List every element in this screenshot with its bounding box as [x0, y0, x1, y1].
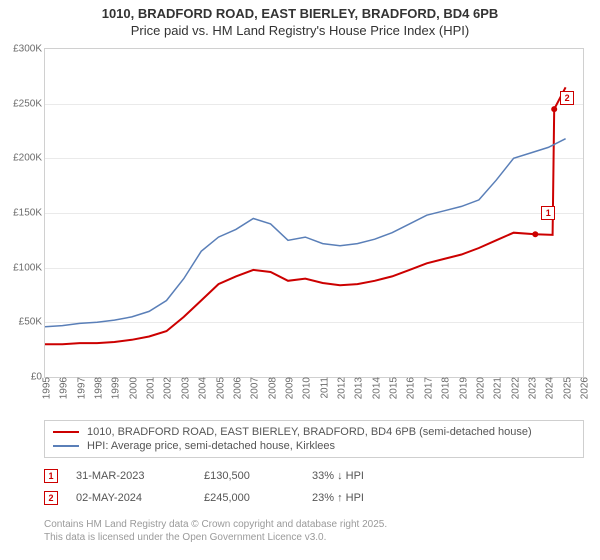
legend-label: HPI: Average price, semi-detached house,…	[87, 440, 335, 452]
x-axis-label: 2017	[419, 377, 434, 399]
row-price: £245,000	[204, 492, 294, 504]
x-axis-label: 2007	[246, 377, 261, 399]
x-axis-label: 1995	[38, 377, 53, 399]
x-axis-label: 2009	[280, 377, 295, 399]
legend-label: 1010, BRADFORD ROAD, EAST BIERLEY, BRADF…	[87, 426, 532, 438]
legend: 1010, BRADFORD ROAD, EAST BIERLEY, BRADF…	[44, 420, 584, 458]
row-date: 02-MAY-2024	[76, 492, 186, 504]
x-axis-label: 2019	[454, 377, 469, 399]
x-axis-label: 2014	[367, 377, 382, 399]
x-axis-label: 2004	[194, 377, 209, 399]
x-axis-label: 2006	[228, 377, 243, 399]
table-row: 2 02-MAY-2024 £245,000 23% ↑ HPI	[44, 487, 584, 509]
x-axis-label: 2025	[558, 377, 573, 399]
footer-line-1: Contains HM Land Registry data © Crown c…	[44, 518, 584, 531]
x-axis-label: 2021	[489, 377, 504, 399]
chart-title-block: 1010, BRADFORD ROAD, EAST BIERLEY, BRADF…	[0, 0, 600, 40]
y-axis-label: £100K	[13, 262, 45, 273]
y-axis-label: £250K	[13, 98, 45, 109]
x-axis-label: 2012	[333, 377, 348, 399]
x-axis-label: 2002	[159, 377, 174, 399]
footer: Contains HM Land Registry data © Crown c…	[44, 518, 584, 544]
sale-point-icon	[551, 106, 557, 112]
y-axis-label: £150K	[13, 208, 45, 219]
row-delta: 23% ↑ HPI	[312, 492, 392, 504]
y-axis-label: £200K	[13, 153, 45, 164]
row-marker-icon: 1	[44, 469, 58, 483]
row-price: £130,500	[204, 470, 294, 482]
y-axis-label: £50K	[19, 317, 45, 328]
title-line-2: Price paid vs. HM Land Registry's House …	[10, 23, 590, 38]
row-marker-icon: 2	[44, 491, 58, 505]
y-axis-label: £300K	[13, 44, 45, 55]
x-axis-label: 1999	[107, 377, 122, 399]
title-line-1: 1010, BRADFORD ROAD, EAST BIERLEY, BRADF…	[10, 6, 590, 21]
x-axis-label: 1996	[55, 377, 70, 399]
sale-point-icon	[532, 231, 538, 237]
x-axis-label: 2026	[576, 377, 591, 399]
x-axis-label: 2022	[506, 377, 521, 399]
x-axis-label: 2016	[402, 377, 417, 399]
legend-item: HPI: Average price, semi-detached house,…	[53, 439, 575, 453]
legend-swatch-icon	[53, 445, 79, 447]
x-axis-label: 2015	[385, 377, 400, 399]
table-row: 1 31-MAR-2023 £130,500 33% ↓ HPI	[44, 465, 584, 487]
x-axis-label: 2003	[176, 377, 191, 399]
footer-line-2: This data is licensed under the Open Gov…	[44, 531, 584, 544]
x-axis-label: 1997	[72, 377, 87, 399]
row-date: 31-MAR-2023	[76, 470, 186, 482]
x-axis-label: 2018	[437, 377, 452, 399]
x-axis-label: 2023	[523, 377, 538, 399]
chart-marker-2: 2	[560, 91, 574, 105]
x-axis-label: 2005	[211, 377, 226, 399]
chart-marker-1: 1	[541, 206, 555, 220]
x-axis-label: 1998	[90, 377, 105, 399]
x-axis-label: 2010	[298, 377, 313, 399]
legend-swatch-icon	[53, 431, 79, 434]
x-axis-label: 2020	[471, 377, 486, 399]
price-table: 1 31-MAR-2023 £130,500 33% ↓ HPI 2 02-MAY-202…	[44, 465, 584, 509]
x-axis-label: 2013	[350, 377, 365, 399]
x-axis-label: 2000	[124, 377, 139, 399]
series-hpi	[45, 139, 566, 327]
x-axis-label: 2011	[315, 377, 330, 399]
legend-item: 1010, BRADFORD ROAD, EAST BIERLEY, BRADF…	[53, 425, 575, 439]
series-price_paid	[45, 87, 566, 344]
x-axis-label: 2024	[541, 377, 556, 399]
line-chart: £0£50K£100K£150K£200K£250K£300K 19951996…	[44, 48, 584, 378]
row-delta: 33% ↓ HPI	[312, 470, 392, 482]
x-axis-label: 2001	[142, 377, 157, 399]
x-axis-label: 2008	[263, 377, 278, 399]
